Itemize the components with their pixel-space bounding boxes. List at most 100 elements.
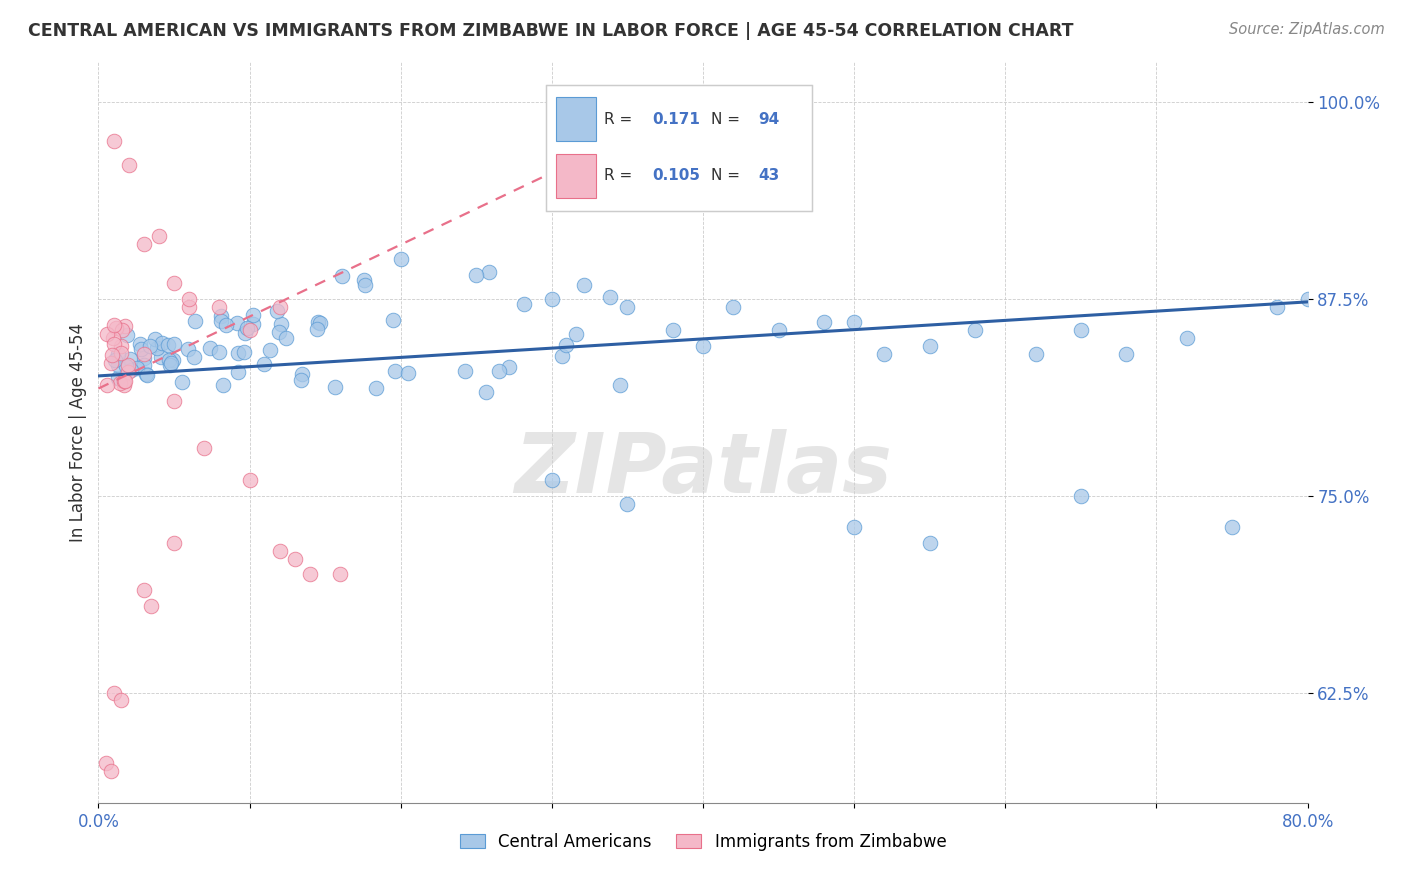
Point xyxy=(661,323,683,337)
Y-axis label: In Labor Force | Age 45-54: In Labor Force | Age 45-54 xyxy=(69,323,87,542)
Point xyxy=(103,337,125,351)
Point xyxy=(179,292,201,306)
Point xyxy=(101,331,124,345)
Point xyxy=(129,337,152,351)
Point xyxy=(475,385,498,400)
Point xyxy=(308,316,330,330)
Point xyxy=(269,543,291,558)
Point xyxy=(299,567,322,582)
Point xyxy=(384,364,406,378)
Point xyxy=(107,358,129,372)
Point xyxy=(323,380,346,394)
Point xyxy=(1070,489,1092,503)
Point xyxy=(198,341,221,355)
Point xyxy=(117,358,139,372)
Point xyxy=(291,367,314,381)
Point xyxy=(329,567,352,582)
Point xyxy=(150,336,173,351)
Point xyxy=(284,551,307,566)
Point xyxy=(212,377,235,392)
Point xyxy=(110,346,132,360)
Point xyxy=(616,496,638,510)
Point xyxy=(115,359,138,373)
Point xyxy=(129,342,152,356)
Point xyxy=(208,300,231,314)
Legend: Central Americans, Immigrants from Zimbabwe: Central Americans, Immigrants from Zimba… xyxy=(453,826,953,857)
Point xyxy=(259,343,281,357)
Point xyxy=(141,599,163,613)
Point xyxy=(965,323,987,337)
Point xyxy=(290,373,312,387)
Point xyxy=(143,332,166,346)
Point xyxy=(118,158,141,172)
Point xyxy=(555,338,578,352)
Point xyxy=(117,328,139,343)
Point xyxy=(157,337,180,351)
Point xyxy=(270,317,292,331)
Point xyxy=(159,358,181,372)
Point xyxy=(94,756,117,771)
Point xyxy=(269,325,291,339)
Point xyxy=(353,273,375,287)
Point xyxy=(305,322,328,336)
Point xyxy=(209,314,232,328)
Point xyxy=(844,315,866,329)
Point xyxy=(132,351,155,366)
Point xyxy=(114,374,136,388)
Point xyxy=(274,331,297,345)
Point xyxy=(844,520,866,534)
Point xyxy=(100,356,122,370)
Point xyxy=(110,339,132,353)
Point xyxy=(488,364,510,378)
Point xyxy=(96,377,118,392)
Point xyxy=(564,327,586,342)
Point xyxy=(1024,347,1046,361)
Point xyxy=(193,442,215,456)
Point xyxy=(96,327,118,342)
Point xyxy=(572,278,595,293)
Point xyxy=(239,473,262,487)
Point xyxy=(813,315,835,329)
Point xyxy=(1175,331,1198,345)
Point xyxy=(170,375,193,389)
Point xyxy=(160,355,183,369)
Point xyxy=(163,276,186,290)
Point xyxy=(616,300,638,314)
Point xyxy=(242,309,264,323)
Point xyxy=(179,300,201,314)
Point xyxy=(389,252,412,267)
Point xyxy=(252,357,274,371)
Point xyxy=(105,320,128,334)
Point xyxy=(1267,300,1289,314)
Point xyxy=(330,268,353,283)
Point xyxy=(163,394,186,409)
Point xyxy=(103,685,125,699)
Point xyxy=(454,363,477,377)
Point xyxy=(157,353,180,368)
Point xyxy=(100,764,122,779)
Point xyxy=(120,363,142,377)
Point xyxy=(215,318,238,333)
Point xyxy=(107,371,129,385)
Point xyxy=(918,536,941,550)
Point xyxy=(465,268,488,282)
Point xyxy=(609,377,631,392)
Point xyxy=(873,347,896,361)
Point xyxy=(1115,347,1137,361)
Text: Source: ZipAtlas.com: Source: ZipAtlas.com xyxy=(1229,22,1385,37)
Point xyxy=(1220,520,1243,534)
Point xyxy=(236,321,259,335)
Point xyxy=(149,350,172,364)
Point xyxy=(307,315,329,329)
Point xyxy=(266,304,288,318)
Point xyxy=(723,300,745,314)
Point xyxy=(114,318,136,333)
Point xyxy=(163,337,186,351)
Point xyxy=(101,348,124,362)
Point xyxy=(183,350,205,364)
Point xyxy=(111,323,134,337)
Point xyxy=(146,342,169,356)
Point xyxy=(235,326,257,341)
Point xyxy=(233,344,256,359)
Point xyxy=(239,323,262,337)
